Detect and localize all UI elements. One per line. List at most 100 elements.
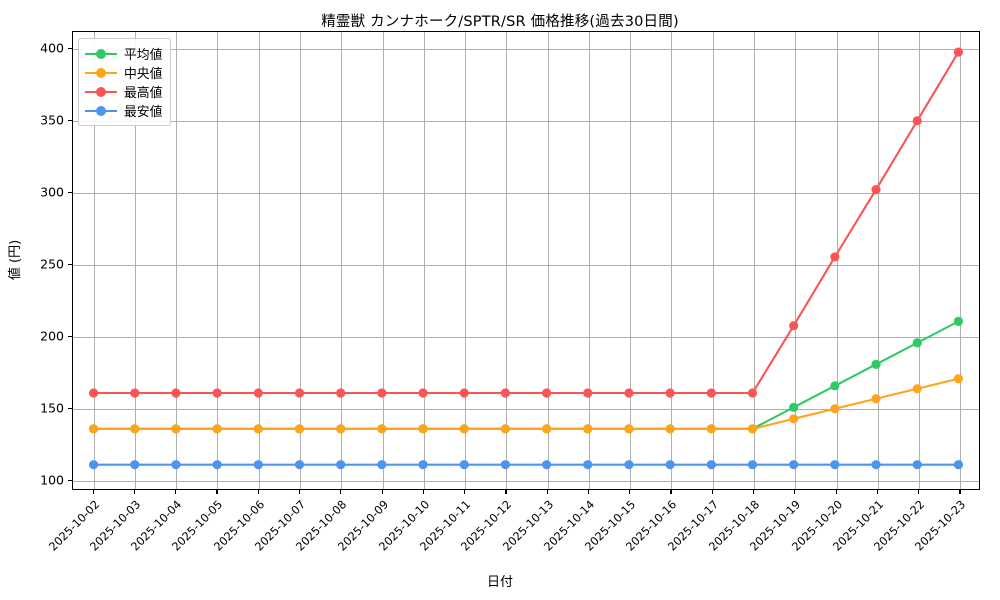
plot-area [72,31,980,490]
gridline-vertical [217,32,219,489]
data-point [624,388,634,398]
data-point [747,460,758,470]
chart-legend: 平均値中央値 最高値 最安値 [78,38,172,126]
data-point [130,424,140,434]
y-tick-label: 100 [40,472,64,488]
data-point [418,460,428,470]
data-point [747,388,758,398]
gridline-vertical [919,32,921,489]
gridline-vertical [671,32,673,489]
y-tick-mark [68,479,72,482]
data-point [171,424,181,434]
data-point [747,424,758,434]
gridline-vertical [465,32,467,489]
series-最高値 [89,47,963,398]
data-point [583,424,593,434]
x-tick-mark [876,490,878,494]
gridline-horizontal [73,480,979,482]
data-point [583,388,593,398]
data-point [665,388,675,398]
data-point [294,460,305,470]
y-tick-mark [68,192,72,194]
x-tick-mark [175,490,177,494]
data-point [871,185,881,195]
data-point [583,460,593,470]
gridline-vertical [588,32,590,489]
y-tick-label: 200 [40,328,64,344]
gridline-vertical [93,32,95,489]
gridline-vertical [877,32,879,489]
data-point [953,47,963,57]
data-point [789,460,799,470]
x-tick-mark [464,490,466,494]
data-point [336,460,346,470]
data-point [830,252,840,262]
x-tick-mark [629,490,631,494]
data-point [294,388,305,398]
x-tick-mark [753,490,755,494]
gridline-vertical [960,32,962,489]
data-point [500,388,510,398]
series-line [92,320,960,430]
data-point [130,388,140,398]
data-point [89,388,99,398]
data-point [171,460,181,470]
data-point [130,460,140,470]
data-point [706,424,716,434]
data-point [171,388,181,398]
data-point [830,460,840,470]
y-tick-label: 400 [40,40,64,56]
gridline-vertical [134,32,136,489]
x-tick-mark [92,490,94,494]
data-point [953,374,963,384]
x-tick-mark [505,490,507,494]
gridline-horizontal [73,193,979,195]
gridline-horizontal [73,265,979,267]
x-tick-mark [299,490,301,494]
data-point [789,402,799,412]
gridline-horizontal [73,49,979,51]
legend-marker-icon [85,66,117,80]
data-point [912,384,922,394]
data-point [89,424,99,434]
data-point [212,460,222,470]
gridline-vertical [754,32,755,489]
series-最安値 [89,460,963,470]
data-point [789,414,799,424]
data-point [500,460,510,470]
gridline-horizontal [73,337,979,339]
gridline-vertical [506,32,508,489]
gridline-vertical [382,32,384,489]
legend-item-最安値[interactable]: 最安値 [85,101,162,120]
data-point [253,424,263,434]
gridline-vertical [795,32,797,489]
gridline-vertical [258,32,260,489]
data-point [500,424,510,434]
gridline-vertical [423,32,425,489]
data-point [377,460,387,470]
x-tick-mark [257,490,259,494]
legend-item-最高値[interactable]: 最高値 [85,82,162,101]
x-tick-mark [133,490,136,494]
y-tick-mark [68,48,72,50]
data-point [294,424,305,434]
legend-label: 平均値 [124,48,163,63]
data-point [542,388,552,398]
y-tick-mark [68,407,72,410]
gridline-horizontal [73,121,979,123]
data-point [624,460,634,470]
data-point [377,388,387,398]
data-point [953,460,963,470]
data-point [542,424,552,434]
y-tick-mark [68,120,72,122]
gridline-vertical [341,32,343,489]
y-tick-mark [68,336,72,338]
legend-label: 中央値 [124,67,163,82]
legend-marker-icon [85,104,117,118]
legend-item-中央値[interactable]: 中央値 [85,63,162,82]
legend-item-平均値[interactable]: 平均値 [85,44,162,63]
x-tick-mark [959,490,961,494]
x-tick-mark [546,490,548,494]
data-point [542,460,552,470]
data-point [871,359,881,369]
